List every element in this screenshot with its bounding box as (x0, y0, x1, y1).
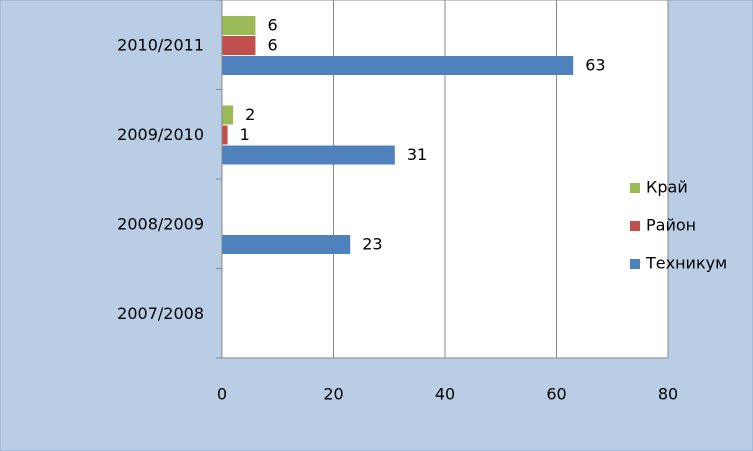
data-label: 1 (240, 125, 250, 144)
bar (222, 105, 234, 125)
legend-swatch (630, 183, 640, 193)
y-tick-label: 2007/2008 (117, 304, 204, 323)
y-tick-label: 2008/2009 (117, 215, 204, 234)
bar (222, 235, 351, 254)
data-label: 31 (407, 145, 427, 164)
data-label: 63 (585, 56, 605, 75)
legend-label: Район (646, 216, 696, 235)
data-label: 2 (245, 105, 255, 124)
data-label: 6 (267, 36, 277, 55)
data-label: 6 (267, 16, 277, 35)
bar (222, 145, 395, 165)
x-tick-label: 60 (546, 385, 566, 404)
legend-label: Техникум (645, 254, 727, 273)
legend-label: Край (646, 178, 688, 197)
bar (222, 125, 228, 145)
bar (222, 16, 256, 35)
data-label: 23 (362, 235, 382, 254)
x-tick-label: 20 (323, 385, 343, 404)
legend-swatch (630, 221, 640, 231)
legend-swatch (630, 259, 640, 269)
y-tick-label: 2009/2010 (117, 125, 204, 144)
x-tick-label: 40 (435, 385, 455, 404)
bar (222, 36, 256, 55)
x-tick-label: 80 (658, 385, 678, 404)
y-tick-label: 2010/2011 (117, 36, 204, 55)
x-tick-label: 0 (217, 385, 227, 404)
bar (222, 56, 574, 75)
